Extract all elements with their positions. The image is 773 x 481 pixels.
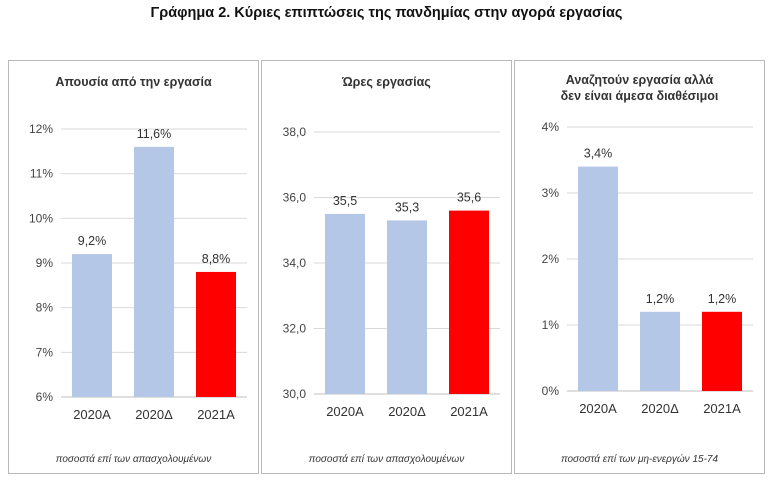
x-tick-label-hours-0: 2020Α [326, 404, 364, 419]
data-label-absence-1: 11,6% [137, 127, 172, 141]
bar-hours-2 [449, 210, 489, 394]
x-tick-label-absence-2: 2021Α [197, 407, 235, 422]
chart-absence: 6% 7% 8% 9% 10% 11% 12% 9,2% 2020Α 11,6% 2020Δ 8,8%… [29, 122, 247, 422]
x-tick-label-seeking-0: 2020Α [579, 401, 617, 416]
y-tick-label-absence-1: 7% [36, 345, 54, 359]
figure-title: Γράφημα 2. Κύριες επιπτώσεις της πανδημί… [150, 5, 623, 21]
y-tick-label-absence-3: 9% [36, 256, 54, 270]
y-tick-label-hours-0: 30,0 [283, 387, 307, 401]
bar-seeking-1 [640, 311, 680, 391]
chart-note-seeking: ποσοστά επί των μη-ενεργών 15-74 [560, 454, 719, 465]
y-tick-label-absence-0: 6% [36, 390, 54, 404]
bar-hours-1 [387, 220, 427, 394]
chart-title-seeking: Αναζητούν εργασία αλλά δεν είναι άμεσα δ… [515, 72, 764, 104]
y-tick-label-seeking-4: 4% [542, 120, 560, 134]
y-tick-label-seeking-3: 3% [542, 186, 560, 200]
chart-panel-hours: Ώρες εργασίας 30,0 32,0 34,0 36,0 38,0 35,5 20… [261, 60, 512, 474]
chart-title-absence: Απουσία από την εργασία [55, 75, 212, 89]
data-label-hours-1: 35,3 [395, 200, 419, 214]
chart-title-seeking-line-2: δεν είναι άμεσα διαθέσιμοι [560, 89, 719, 103]
chart-panel-seeking: Αναζητούν εργασία αλλά δεν είναι άμεσα δ… [514, 60, 765, 474]
y-tick-label-hours-1: 32,0 [283, 322, 307, 336]
data-label-hours-2: 35,6 [457, 191, 481, 205]
bar-absence-2 [196, 271, 236, 397]
chart-hours: 30,0 32,0 34,0 36,0 38,0 35,5 2020Α 35,3 2020Δ 35… [283, 125, 500, 419]
x-tick-label-hours-2: 2021Α [450, 404, 488, 419]
y-tick-label-absence-4: 10% [29, 211, 53, 225]
chart-title-seeking-line-1: Αναζητούν εργασία αλλά [565, 73, 714, 87]
y-tick-label-hours-4: 38,0 [283, 125, 307, 139]
y-tick-label-seeking-1: 1% [542, 318, 560, 332]
chart-panel-absence: Απουσία από την εργασία 6% 7% 8% 9% 10% 11% 12… [8, 60, 259, 474]
chart-seeking: 0% 1% 2% 3% 4% 3,4% 2020Α 1,2% 2020Δ 1,2% 2021Α [542, 120, 753, 416]
data-label-seeking-2: 1,2% [708, 292, 737, 306]
y-tick-label-hours-3: 36,0 [283, 191, 307, 205]
y-tick-label-hours-2: 34,0 [283, 256, 307, 270]
x-tick-label-seeking-2: 2021Α [703, 401, 741, 416]
data-label-absence-0: 9,2% [78, 234, 107, 248]
bar-absence-1 [134, 146, 174, 397]
data-label-hours-0: 35,5 [333, 194, 357, 208]
bar-absence-0 [72, 254, 112, 397]
data-label-seeking-1: 1,2% [646, 292, 675, 306]
bar-hours-0 [325, 213, 365, 394]
x-tick-label-absence-1: 2020Δ [135, 407, 173, 422]
x-tick-label-hours-1: 2020Δ [388, 404, 426, 419]
bar-seeking-0 [578, 166, 618, 391]
bar-seeking-2 [702, 311, 742, 391]
chart-note-hours: ποσοστά επί των απασχολουμένων [308, 454, 465, 465]
y-tick-label-absence-2: 8% [36, 301, 54, 315]
y-tick-label-seeking-0: 0% [542, 384, 560, 398]
y-tick-label-absence-6: 12% [29, 122, 53, 136]
y-tick-label-absence-5: 11% [30, 167, 53, 181]
x-tick-label-seeking-1: 2020Δ [641, 401, 679, 416]
chart-title-hours: Ώρες εργασίας [342, 75, 431, 89]
x-tick-label-absence-0: 2020Α [73, 407, 111, 422]
y-tick-label-seeking-2: 2% [542, 252, 560, 266]
chart-note-absence: ποσοστά επί των απασχολουμένων [55, 454, 212, 465]
data-label-absence-2: 8,8% [202, 252, 231, 266]
data-label-seeking-0: 3,4% [584, 147, 613, 161]
